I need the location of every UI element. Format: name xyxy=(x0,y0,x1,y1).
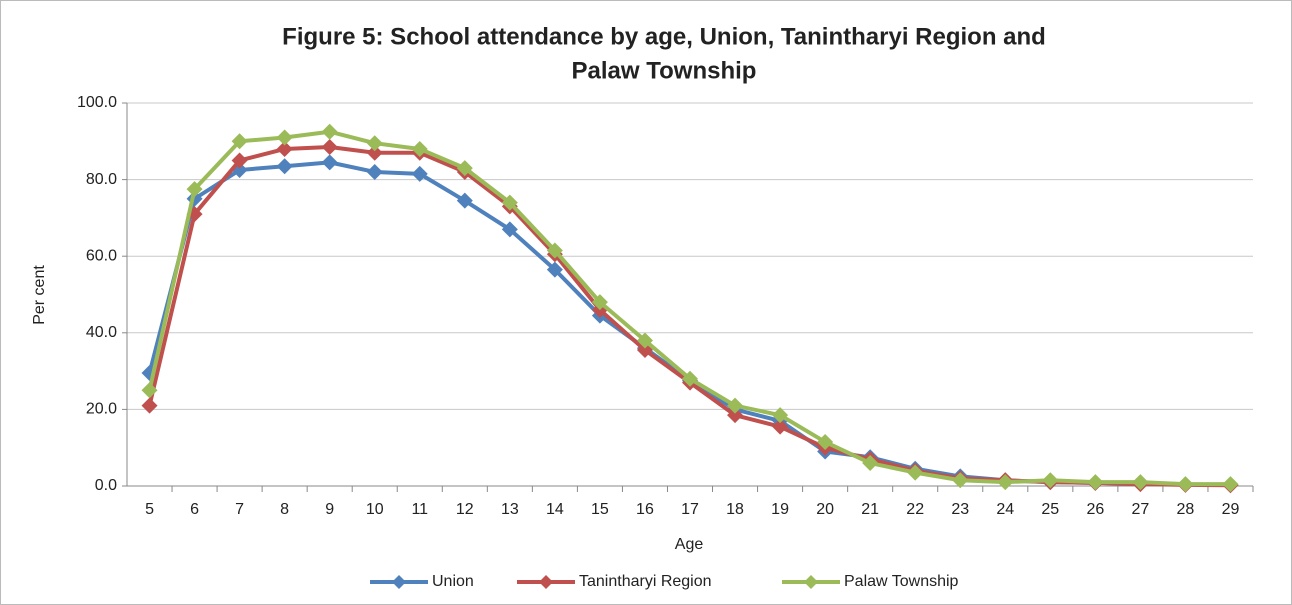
point-marker xyxy=(997,474,1014,491)
point-marker xyxy=(817,433,834,450)
legend-marker xyxy=(539,575,553,589)
x-tick-label: 11 xyxy=(411,501,428,518)
legend-label: Union xyxy=(432,573,474,590)
point-marker xyxy=(591,294,608,311)
legend-label: Palaw Township xyxy=(844,573,959,590)
point-marker xyxy=(1042,472,1059,489)
point-marker xyxy=(141,397,158,414)
point-marker xyxy=(231,133,248,150)
x-tick-label: 16 xyxy=(636,501,654,518)
point-marker xyxy=(727,397,744,414)
x-tick-label: 29 xyxy=(1222,501,1240,518)
point-marker xyxy=(276,129,293,146)
point-marker xyxy=(952,472,969,489)
chart-title: Figure 5: School attendance by age, Unio… xyxy=(282,23,1046,50)
y-tick-label: 80.0 xyxy=(86,171,117,188)
x-tick-label: 25 xyxy=(1041,501,1059,518)
point-marker xyxy=(862,455,879,472)
point-marker xyxy=(231,152,248,169)
point-marker xyxy=(456,160,473,177)
point-marker xyxy=(366,163,383,180)
point-marker xyxy=(501,221,518,238)
point-marker xyxy=(772,407,789,424)
point-marker xyxy=(1177,476,1194,493)
point-marker xyxy=(276,158,293,175)
x-tick-label: 23 xyxy=(951,501,969,518)
y-axis-label: Per cent xyxy=(31,265,48,325)
y-tick-label: 20.0 xyxy=(86,401,117,418)
point-marker xyxy=(321,139,338,156)
x-tick-label: 26 xyxy=(1086,501,1104,518)
point-marker xyxy=(682,370,698,387)
point-marker xyxy=(1222,476,1239,493)
x-tick-label: 6 xyxy=(190,501,199,518)
point-marker xyxy=(501,194,518,211)
y-tick-label: 100.0 xyxy=(77,94,117,111)
point-marker xyxy=(907,464,924,481)
x-tick-label: 22 xyxy=(906,501,924,518)
point-marker xyxy=(276,140,293,157)
point-marker xyxy=(321,154,338,171)
point-marker xyxy=(411,140,428,157)
x-tick-label: 20 xyxy=(816,501,834,518)
point-marker xyxy=(1132,474,1149,491)
x-tick-label: 10 xyxy=(366,501,384,518)
x-tick-label: 5 xyxy=(145,501,154,518)
point-marker xyxy=(546,242,563,259)
x-axis-label: Age xyxy=(675,536,704,553)
point-marker xyxy=(141,382,158,399)
y-tick-label: 40.0 xyxy=(86,324,117,341)
point-marker xyxy=(366,144,383,161)
x-tick-label: 21 xyxy=(861,501,879,518)
x-tick-label: 9 xyxy=(325,501,334,518)
y-tick-label: 60.0 xyxy=(86,247,117,264)
point-marker xyxy=(772,418,789,435)
x-tick-label: 17 xyxy=(681,501,699,518)
x-tick-label: 13 xyxy=(501,501,519,518)
x-tick-label: 19 xyxy=(771,501,789,518)
x-tick-label: 27 xyxy=(1132,501,1150,518)
point-marker xyxy=(636,332,653,349)
point-marker xyxy=(1087,474,1104,491)
x-tick-label: 15 xyxy=(591,501,609,518)
y-tick-label: 0.0 xyxy=(95,477,117,494)
x-tick-label: 8 xyxy=(280,501,289,518)
point-marker xyxy=(727,407,744,424)
legend-label: Tanintharyi Region xyxy=(579,573,712,590)
x-tick-label: 24 xyxy=(996,501,1014,518)
point-marker xyxy=(456,192,473,209)
x-tick-label: 18 xyxy=(726,501,744,518)
chart-title: Palaw Township xyxy=(572,57,757,84)
point-marker xyxy=(411,165,428,182)
x-tick-label: 28 xyxy=(1177,501,1195,518)
legend-marker xyxy=(804,575,818,589)
x-tick-label: 7 xyxy=(235,501,244,518)
legend-marker xyxy=(392,575,406,589)
point-marker xyxy=(366,135,383,152)
x-tick-label: 12 xyxy=(456,501,474,518)
point-marker xyxy=(546,261,563,278)
x-tick-label: 14 xyxy=(546,501,564,518)
point-marker xyxy=(321,123,338,140)
point-marker xyxy=(186,181,203,198)
